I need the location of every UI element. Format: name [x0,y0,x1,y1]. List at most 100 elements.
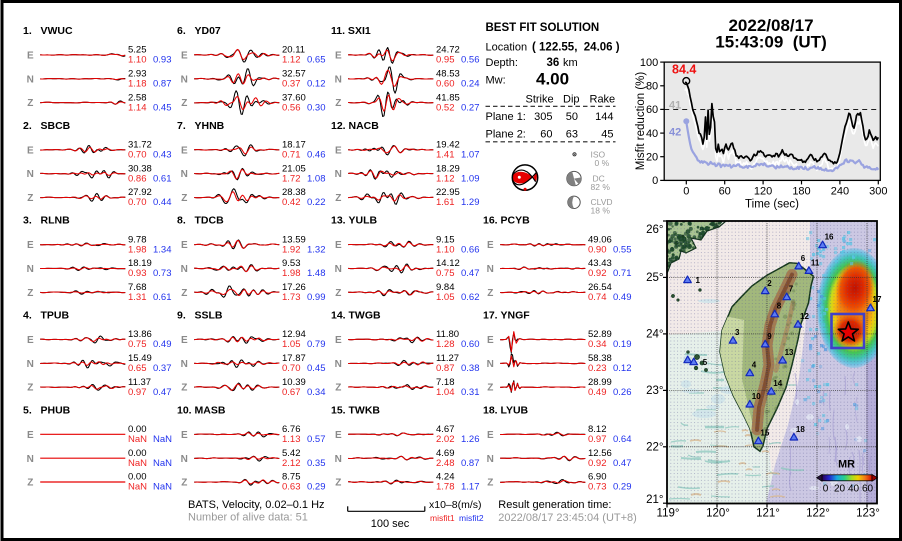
svg-text:Z: Z [335,478,341,489]
svg-text:Z: Z [181,288,187,299]
svg-text:7: 7 [789,285,794,294]
svg-text:1.92: 1.92 [282,244,301,255]
svg-text:Z: Z [487,288,493,299]
svg-text:Z: Z [27,383,33,394]
svg-text:0.65: 0.65 [307,55,326,66]
svg-text:240: 240 [831,186,849,198]
svg-text:21°: 21° [646,494,663,506]
svg-text:Z: Z [335,288,341,299]
svg-text:19.42: 19.42 [436,139,460,150]
svg-text:( 122.55, 24.06 ): ( 122.55, 24.06 ) [532,41,620,53]
svg-text:123°: 123° [856,508,880,520]
svg-text:NaN: NaN [128,434,147,445]
svg-text:4.24: 4.24 [436,472,455,483]
svg-text:misfit2: misfit2 [459,513,484,523]
svg-text:0.23: 0.23 [588,363,607,374]
svg-text:Z: Z [335,98,341,109]
svg-text:N: N [335,169,342,180]
svg-text:41: 41 [669,100,681,112]
svg-text:Z: Z [181,383,187,394]
svg-text:24.72: 24.72 [436,45,460,56]
svg-text:121°: 121° [756,508,780,520]
svg-text:8.12: 8.12 [588,424,607,435]
svg-text:0.86: 0.86 [128,173,147,184]
svg-text:10. MASB: 10. MASB [177,404,226,416]
svg-text:NaN: NaN [153,482,172,493]
svg-text:14: 14 [773,379,782,388]
svg-text:CLVD: CLVD [591,197,613,207]
svg-text:11.80: 11.80 [436,329,459,340]
svg-text:km: km [563,57,578,69]
svg-text:1.28: 1.28 [436,339,455,350]
svg-text:14. TWGB: 14. TWGB [331,309,381,321]
svg-text:0.90: 0.90 [588,244,607,255]
svg-text:0.47: 0.47 [461,268,480,279]
svg-text:48.53: 48.53 [436,69,460,80]
svg-text:32.57: 32.57 [282,69,306,80]
svg-text:1. VWUC: 1. VWUC [23,25,73,37]
svg-text:10.39: 10.39 [282,377,306,388]
svg-text:1.14: 1.14 [128,102,147,113]
svg-text:42: 42 [669,127,681,139]
svg-text:1.12: 1.12 [436,173,455,184]
svg-text:E: E [27,335,34,346]
svg-text:58.38: 58.38 [588,353,612,364]
svg-text:0.99: 0.99 [307,292,326,303]
svg-text:18. LYUB: 18. LYUB [483,404,529,416]
svg-text:0.75: 0.75 [436,268,455,279]
svg-text:0.87: 0.87 [436,363,455,374]
svg-text:9.78: 9.78 [128,234,147,245]
svg-text:Z: Z [487,478,493,489]
svg-text:41.85: 41.85 [436,92,460,103]
svg-text:0.34: 0.34 [588,339,607,350]
svg-text:17.26: 17.26 [282,282,306,293]
svg-text:12.56: 12.56 [588,448,612,459]
svg-text:7.18: 7.18 [436,377,455,388]
svg-text:17.87: 17.87 [282,353,306,364]
svg-text:43.43: 43.43 [588,258,612,269]
svg-text:Location: Location [486,41,528,53]
svg-text:1.48: 1.48 [307,268,326,279]
svg-text:20: 20 [646,152,658,164]
svg-text:300: 300 [869,186,887,198]
svg-text:0.27: 0.27 [461,102,480,113]
svg-text:E: E [335,145,342,156]
svg-text:Z: Z [181,193,187,204]
svg-text:12.94: 12.94 [282,329,306,340]
svg-text:0.26: 0.26 [613,387,632,398]
svg-text:1.61: 1.61 [436,197,455,208]
svg-text:30.38: 30.38 [128,163,152,174]
svg-text:4.67: 4.67 [436,424,455,435]
svg-text:7.68: 7.68 [128,282,147,293]
svg-text:5: 5 [703,358,708,367]
svg-text:1.32: 1.32 [307,244,326,255]
svg-text:15: 15 [760,429,769,438]
svg-text:NaN: NaN [153,434,172,445]
svg-text:Z: Z [27,98,33,109]
svg-text:1.98: 1.98 [282,268,301,279]
svg-text:28.99: 28.99 [588,377,612,388]
svg-text:3. RLNB: 3. RLNB [23,215,70,227]
svg-text:9. SSLB: 9. SSLB [177,309,223,321]
svg-text:12: 12 [800,312,809,321]
svg-text:100 sec: 100 sec [371,518,410,530]
svg-text:misfit1: misfit1 [430,513,455,523]
svg-text:0.70: 0.70 [282,363,301,374]
svg-text:0.55: 0.55 [613,244,632,255]
svg-text:1: 1 [696,276,701,285]
svg-text:0.92: 0.92 [588,458,607,469]
svg-text:0: 0 [652,175,658,187]
svg-text:0.45: 0.45 [307,363,326,374]
svg-text:N: N [335,264,342,275]
svg-text:0.38: 0.38 [461,363,480,374]
svg-text:0.70: 0.70 [128,197,147,208]
svg-text:E: E [181,51,188,62]
svg-text:0.73: 0.73 [588,482,607,493]
svg-text:x10–8(m/s): x10–8(m/s) [429,499,482,511]
svg-text:60: 60 [646,104,658,116]
svg-text:0.63: 0.63 [282,482,301,493]
svg-text:1.07: 1.07 [461,149,480,160]
svg-text:4. TPUB: 4. TPUB [23,309,70,321]
svg-text:0.70: 0.70 [128,149,147,160]
svg-text:9.84: 9.84 [436,282,455,293]
